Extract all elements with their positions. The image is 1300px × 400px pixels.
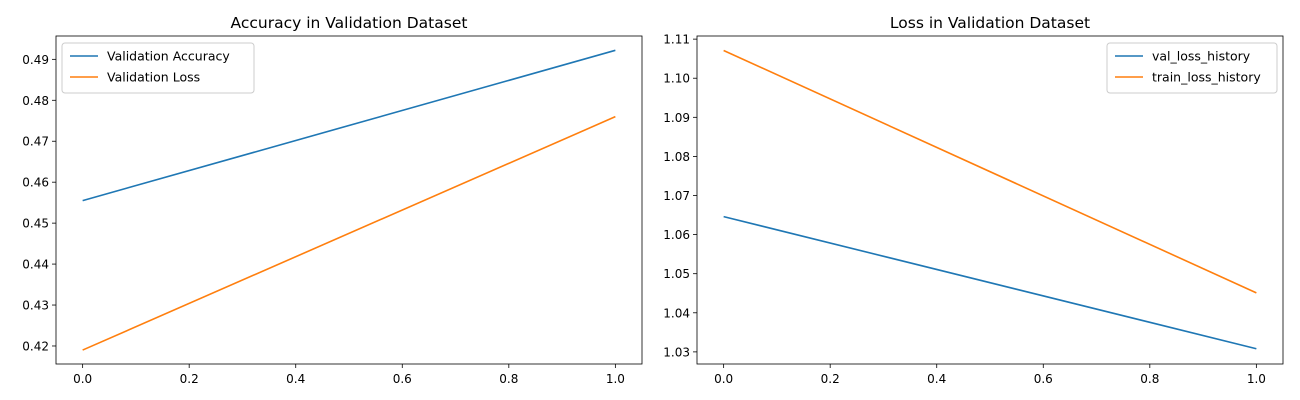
legend-box: [1106, 42, 1278, 94]
series-line: [723, 215, 1257, 350]
legend-label: train_loss_history: [1152, 70, 1261, 85]
x-tick-label: 0.4: [927, 372, 946, 386]
y-tick-label: 1.04: [663, 306, 690, 320]
y-tick-label: 1.10: [663, 72, 690, 86]
y-tick-label: 1.11: [663, 33, 690, 47]
series-line: [723, 49, 1257, 294]
series-line: [82, 115, 616, 351]
y-tick-label: 1.06: [663, 228, 690, 242]
axis-ticks: 0.0 0.2 0.4 0.6 0.8 1.0 1.03 1.04 1.05 1.06 1.07 1.…: [663, 33, 1266, 386]
x-tick-label: 0.4: [286, 372, 305, 386]
x-tick-label: 0.0: [73, 372, 92, 386]
y-tick-label: 0.44: [22, 258, 49, 272]
x-tick-label: 0.2: [180, 372, 199, 386]
chart-title: Loss in Validation Dataset: [890, 14, 1090, 32]
series-line: [82, 49, 616, 202]
x-tick-label: 0.6: [1034, 372, 1053, 386]
data-series: [723, 49, 1257, 350]
x-tick-label: 1.0: [606, 372, 625, 386]
y-tick-label: 1.03: [663, 345, 690, 359]
y-tick-label: 0.47: [22, 135, 49, 149]
legend: val_loss_history train_loss_history: [1106, 42, 1278, 94]
plot-area-frame: [55, 35, 643, 365]
accuracy-chart-panel: Accuracy in Validation Dataset 0.0 0.2 0.4…: [22, 14, 643, 386]
x-tick-label: 0.6: [393, 372, 412, 386]
axis-ticks: 0.0 0.2 0.4 0.6 0.8 1.0 0.42 0.43 0.44 0.45 0.46 0.…: [22, 53, 625, 386]
chart-title: Accuracy in Validation Dataset: [231, 14, 468, 32]
legend: Validation Accuracy Validation Loss: [61, 42, 255, 94]
y-tick-label: 0.42: [22, 339, 49, 353]
data-series: [82, 49, 616, 351]
y-tick-label: 0.46: [22, 176, 49, 190]
plot-area-frame: [696, 35, 1284, 365]
y-tick-label: 0.48: [22, 94, 49, 108]
y-tick-label: 0.43: [22, 299, 49, 313]
y-tick-label: 0.49: [22, 53, 49, 67]
y-tick-label: 0.45: [22, 217, 49, 231]
x-tick-label: 0.8: [499, 372, 518, 386]
x-tick-label: 0.2: [821, 372, 840, 386]
y-tick-label: 1.09: [663, 111, 690, 125]
x-tick-label: 1.0: [1247, 372, 1266, 386]
x-tick-label: 0.8: [1140, 372, 1159, 386]
loss-chart-panel: Loss in Validation Dataset 0.0 0.2 0.4 0.6 0…: [663, 14, 1284, 386]
legend-label: Validation Loss: [107, 70, 200, 85]
legend-label: val_loss_history: [1152, 49, 1251, 64]
x-tick-label: 0.0: [714, 372, 733, 386]
y-tick-label: 1.08: [663, 150, 690, 164]
y-tick-label: 1.07: [663, 189, 690, 203]
y-tick-label: 1.05: [663, 267, 690, 281]
legend-box: [61, 42, 255, 94]
legend-label: Validation Accuracy: [107, 49, 230, 64]
